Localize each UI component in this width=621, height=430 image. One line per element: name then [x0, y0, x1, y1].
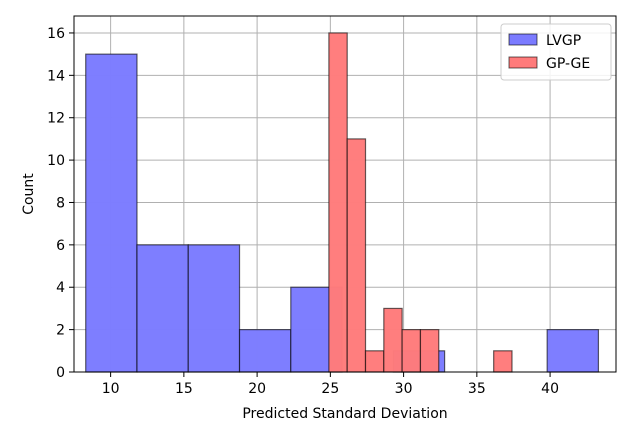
y-tick-label: 12 — [47, 111, 65, 127]
legend-label-lvgp: LVGP — [546, 33, 581, 49]
legend-label-gp-ge: GP-GE — [546, 56, 590, 72]
x-tick-label: 20 — [248, 381, 266, 397]
bar-gp-ge — [364, 350, 385, 373]
y-tick-label: 10 — [47, 153, 65, 169]
bar-gp-ge — [401, 329, 422, 373]
bar-lvgp — [136, 244, 189, 373]
bar-gp-ge — [346, 138, 367, 373]
y-tick-label: 8 — [56, 195, 65, 211]
legend-swatch-gp-ge — [508, 56, 538, 69]
bar-gp-ge — [419, 329, 440, 373]
y-axis-label: Count — [21, 173, 37, 215]
legend-swatch-lvgp — [508, 33, 538, 46]
y-tick-label: 14 — [47, 68, 65, 84]
bar-lvgp — [187, 244, 241, 373]
bar-gp-ge — [328, 32, 348, 373]
y-tick-label: 6 — [56, 238, 65, 254]
x-axis-ticks: 10 15 20 25 30 35 40 — [102, 372, 559, 397]
legend: LVGP GP-GE — [500, 23, 612, 81]
bars — [85, 32, 600, 373]
y-tick-label: 16 — [47, 26, 65, 42]
plot-frame — [73, 15, 617, 373]
y-tick-label: 2 — [56, 323, 65, 339]
y-tick-label: 0 — [56, 365, 65, 381]
bar-gp-ge — [493, 350, 513, 373]
x-tick-label: 30 — [395, 381, 413, 397]
bar-lvgp — [85, 53, 138, 373]
x-tick-label: 40 — [541, 381, 559, 397]
x-tick-label: 15 — [175, 381, 193, 397]
x-tick-label: 10 — [102, 381, 120, 397]
bar-lvgp — [546, 329, 600, 373]
bar-gp-ge — [383, 307, 403, 373]
x-tick-label: 35 — [468, 381, 486, 397]
y-axis-ticks: 0 2 4 6 8 10 12 14 16 — [47, 26, 74, 381]
y-tick-label: 4 — [56, 280, 65, 296]
bar-lvgp — [238, 329, 292, 373]
x-tick-label: 25 — [321, 381, 339, 397]
x-axis-label: Predicted Standard Deviation — [242, 406, 447, 422]
